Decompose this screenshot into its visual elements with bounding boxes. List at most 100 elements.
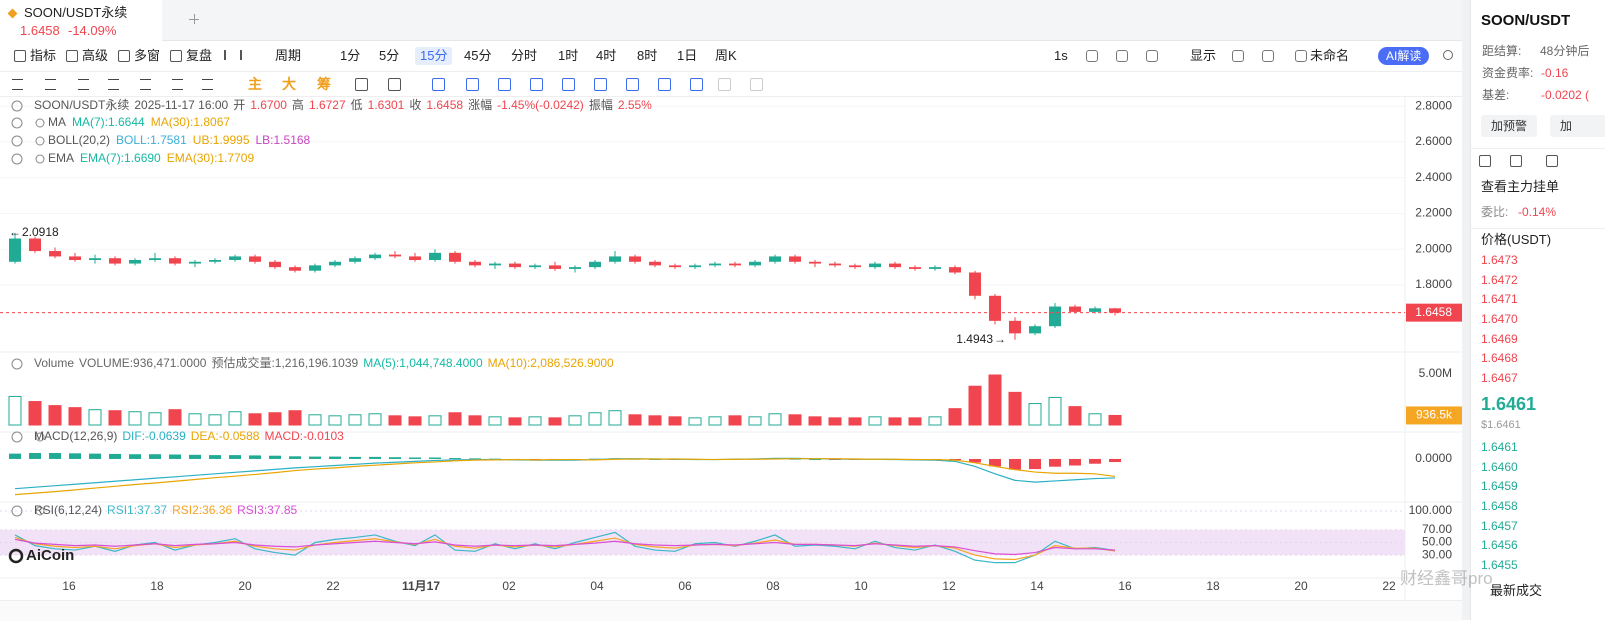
toolbar-right-icon[interactable] — [1232, 50, 1244, 62]
collapse-toggle[interactable] — [11, 431, 23, 443]
logo-icon — [8, 548, 24, 564]
draw-icon[interactable] — [432, 78, 445, 91]
x-tick-label: 02 — [502, 579, 516, 593]
draw-icon[interactable] — [202, 79, 213, 90]
macd-bar — [969, 458, 981, 463]
stat-value: -0.0202 ( — [1541, 88, 1590, 102]
draw-icon[interactable] — [172, 79, 183, 90]
volume-bar — [368, 413, 382, 426]
candle-body — [569, 267, 581, 269]
draw-tool[interactable]: 大 — [282, 76, 296, 92]
interval[interactable]: 1分 — [340, 48, 361, 63]
draw-icon[interactable] — [140, 79, 151, 90]
draw-icon[interactable] — [562, 78, 575, 91]
interval[interactable]: 1日 — [677, 48, 698, 63]
x-tick-label: 06 — [678, 579, 692, 593]
toolbar-right[interactable]: 未命名 — [1310, 48, 1350, 63]
collapse-toggle[interactable] — [11, 358, 23, 370]
toolbar-right-icon[interactable] — [1086, 50, 1098, 62]
chart-type-icon[interactable] — [224, 50, 242, 60]
y-tick-label: 2.2000 — [1415, 206, 1452, 220]
draw-icon[interactable] — [626, 78, 639, 91]
draw-icon[interactable] — [530, 78, 543, 91]
collapse-toggle[interactable] — [11, 100, 23, 112]
macd-bar — [69, 453, 81, 459]
toolbar-right[interactable]: 显示 — [1190, 48, 1217, 63]
interval[interactable]: 8时 — [637, 48, 658, 63]
indicator-value: LB:1.5168 — [256, 133, 311, 147]
interval[interactable]: 45分 — [464, 48, 492, 63]
draw-icon[interactable] — [12, 79, 23, 90]
draw-tool[interactable]: 主 — [248, 76, 262, 92]
ai-button[interactable]: AI解读 — [1378, 47, 1430, 65]
panel-icon[interactable] — [1479, 155, 1491, 167]
toolbar-item[interactable]: 指标 — [30, 48, 57, 63]
logo: AiCoin — [26, 547, 74, 564]
toolbar-right-icon[interactable] — [1262, 50, 1274, 62]
interval[interactable]: 分时 — [511, 48, 538, 63]
y-tick-label: 50.00 — [1422, 535, 1452, 549]
draw-icon[interactable] — [594, 78, 607, 91]
ask-price: 1.6469 — [1481, 331, 1518, 346]
tab[interactable] — [0, 0, 162, 41]
share-icon[interactable] — [1443, 50, 1453, 60]
y-tick-label: 2.4000 — [1415, 170, 1452, 184]
macd-bar — [269, 455, 281, 459]
rsi-title: RSI(6,12,24) — [34, 503, 102, 517]
panel-icon[interactable] — [1546, 155, 1558, 167]
volume-bar — [768, 413, 782, 426]
candle-body — [289, 267, 301, 271]
draw-icon[interactable] — [108, 79, 119, 90]
indicator-bell[interactable] — [35, 506, 45, 516]
draw-icon[interactable] — [690, 78, 703, 91]
interval[interactable]: 1时 — [558, 48, 579, 63]
alert-button[interactable]: 加预警 — [1481, 115, 1538, 137]
candle-body — [169, 258, 181, 264]
collapse-toggle[interactable] — [11, 505, 23, 517]
toolbar-item[interactable]: 复盘 — [186, 48, 213, 63]
draw-icon[interactable] — [658, 78, 671, 91]
toolbar-right[interactable]: 1s — [1054, 48, 1068, 63]
draw-icon[interactable] — [45, 79, 56, 90]
indicator-bell[interactable] — [35, 136, 45, 146]
draw-icon[interactable] — [750, 78, 763, 91]
draw-icon[interactable] — [78, 79, 89, 90]
toolbar-right-icon[interactable] — [1295, 50, 1307, 62]
macd-bar — [989, 458, 1001, 467]
interval[interactable]: 4时 — [596, 48, 617, 63]
collapse-toggle[interactable] — [11, 153, 23, 165]
latest-trades[interactable]: 最新成交 — [1490, 583, 1543, 598]
period-label[interactable]: 周期 — [275, 48, 302, 63]
toolbar-item[interactable]: 高级 — [82, 48, 109, 63]
draw-tool[interactable]: 筹 — [317, 76, 331, 92]
interval[interactable]: 周K — [715, 48, 737, 63]
toolbar-right-icon[interactable] — [1146, 50, 1158, 62]
macd-bar — [209, 455, 221, 459]
indicator-bell[interactable] — [35, 432, 45, 442]
bid-price: 1.6461 — [1481, 440, 1518, 454]
toolbar-item[interactable]: 多窗 — [134, 48, 161, 63]
draw-icon[interactable] — [718, 78, 731, 91]
draw-icon[interactable] — [355, 78, 368, 91]
macd-line — [14, 457, 1116, 490]
interval[interactable]: 5分 — [379, 48, 400, 63]
candle-body — [649, 261, 661, 266]
panel-icon[interactable] — [1510, 155, 1522, 167]
draw-icon[interactable] — [388, 78, 401, 91]
x-tick-label: 11月17 — [402, 579, 440, 593]
draw-icon[interactable] — [498, 78, 511, 91]
tab-price: 1.6458 — [20, 23, 60, 38]
add-tab[interactable] — [194, 14, 195, 24]
indicator-bell[interactable] — [35, 154, 45, 164]
toolbar-right-icon[interactable] — [1116, 50, 1128, 62]
interval[interactable]: 15分 — [415, 47, 453, 65]
macd-bar — [449, 458, 461, 460]
draw-icon[interactable] — [466, 78, 479, 91]
collapse-toggle[interactable] — [11, 117, 23, 129]
volume-tag — [1406, 406, 1462, 425]
collapse-toggle[interactable] — [11, 135, 23, 147]
macd-bar — [1089, 458, 1101, 464]
indicator-bell[interactable] — [35, 118, 45, 128]
add-button[interactable]: 加 — [1550, 115, 1605, 137]
macd-bar — [129, 454, 141, 459]
